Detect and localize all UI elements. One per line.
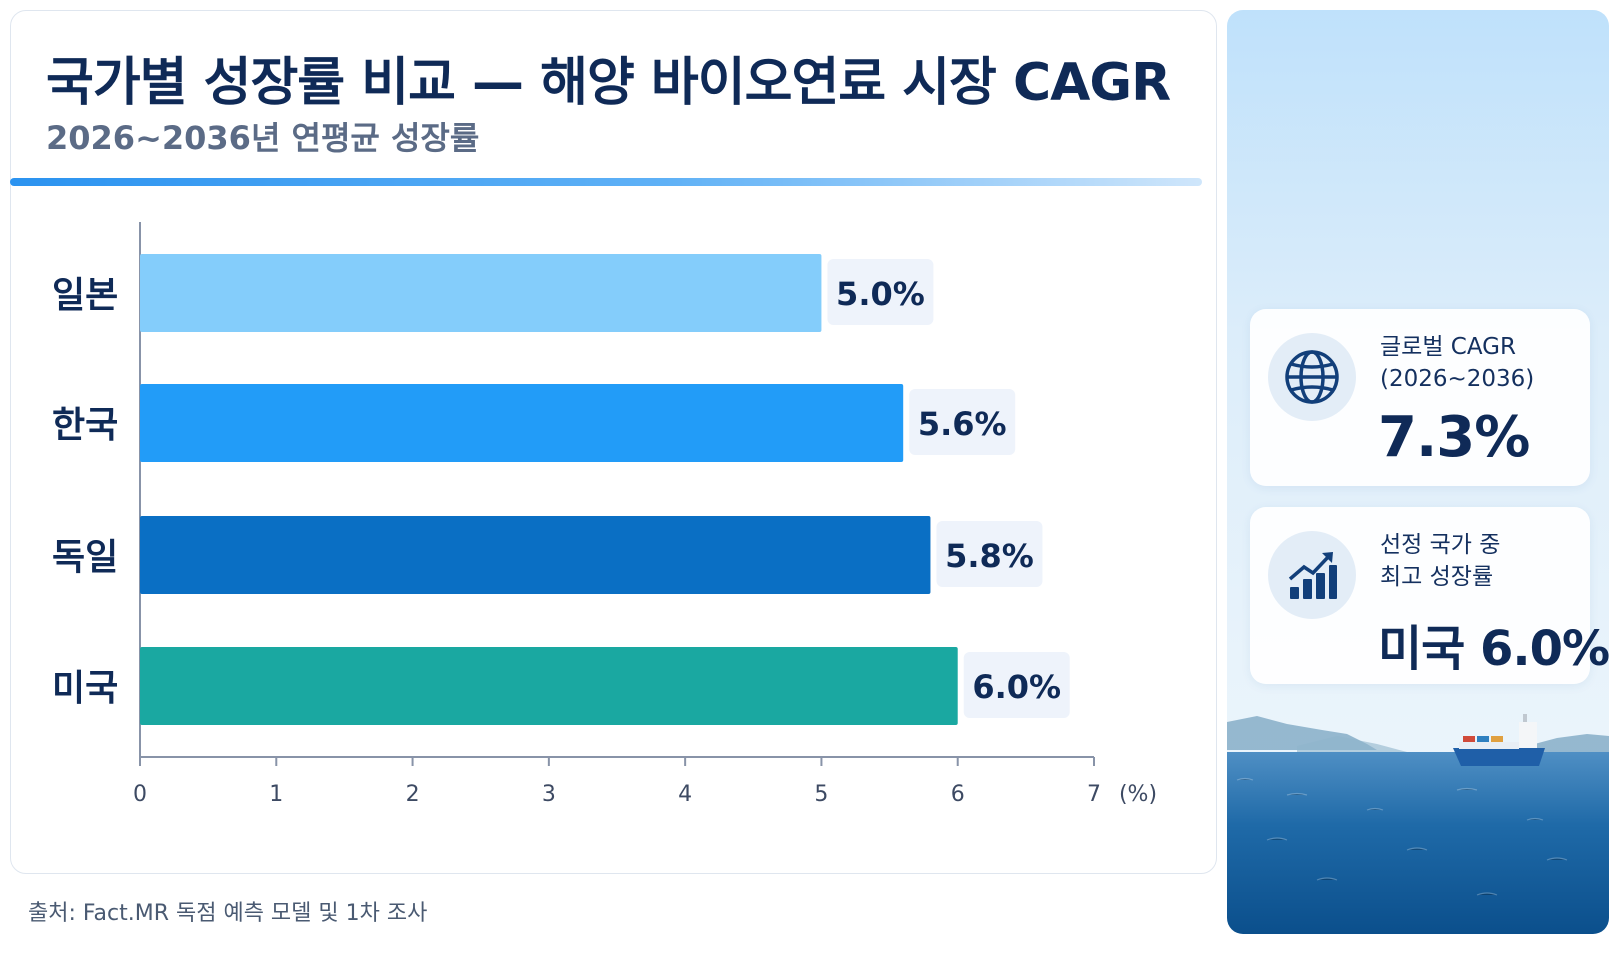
source-note: 출처: Fact.MR 독점 예측 모델 및 1차 조사 (28, 901, 428, 926)
top-growth-card: 선정 국가 중 최고 성장률 미국 6.0% (1250, 507, 1609, 684)
bar-chart-growth-icon (1268, 531, 1356, 619)
x-tick-label: 1 (269, 782, 283, 807)
value-label-bg (963, 652, 1070, 718)
x-tick-label: 7 (1087, 782, 1101, 807)
globe-icon (1268, 333, 1356, 421)
value-label-bg (827, 259, 934, 325)
top-growth-value: 미국 6.0% (1378, 621, 1609, 677)
bar (140, 516, 931, 594)
top-growth-label: 선정 국가 중 최고 성장률 (1380, 532, 1501, 590)
x-tick-label: 0 (133, 782, 147, 807)
value-label: 6.0% (972, 668, 1061, 706)
title-divider (10, 178, 1202, 186)
bar (140, 254, 822, 332)
category-label: 일본 (52, 275, 118, 316)
bar-chart: 0 1 2 3 4 5 6 7 (%) 일본 5.0% 한국 5.6% 독일 5.8% 미국 6.0% (52, 222, 1157, 807)
category-label: 한국 (52, 405, 118, 446)
global-cagr-value: 7.3% (1378, 405, 1530, 470)
category-label: 독일 (52, 537, 118, 578)
side-panel: 글로벌 CAGR (2026~2036) 7.3% 선정 국가 중 최고 성장률… (1227, 10, 1609, 934)
value-label-bg (909, 389, 1016, 455)
bar (140, 384, 904, 462)
value-label: 5.6% (918, 405, 1007, 443)
global-cagr-card: 글로벌 CAGR (2026~2036) 7.3% (1250, 309, 1590, 486)
x-tick-label: 6 (951, 782, 965, 807)
x-tick-label: 3 (542, 782, 556, 807)
value-label: 5.0% (836, 275, 925, 313)
category-label: 미국 (52, 668, 118, 709)
global-cagr-label: 글로벌 CAGR (2026~2036) (1380, 334, 1535, 392)
x-tick-label: 4 (678, 782, 692, 807)
value-label: 5.8% (945, 537, 1034, 575)
bar (140, 647, 958, 725)
cargo-ship (1453, 714, 1545, 766)
x-axis-unit: (%) (1119, 782, 1157, 807)
value-label-bg (936, 521, 1043, 587)
x-tick-label: 2 (406, 782, 420, 807)
page-title: 국가별 성장률 비교 — 해양 바이오연료 시장 CAGR (46, 53, 1171, 113)
x-tick-label: 5 (814, 782, 828, 807)
page-subtitle: 2026~2036년 연평균 성장률 (46, 119, 480, 157)
ship-sea-image (1227, 714, 1609, 934)
